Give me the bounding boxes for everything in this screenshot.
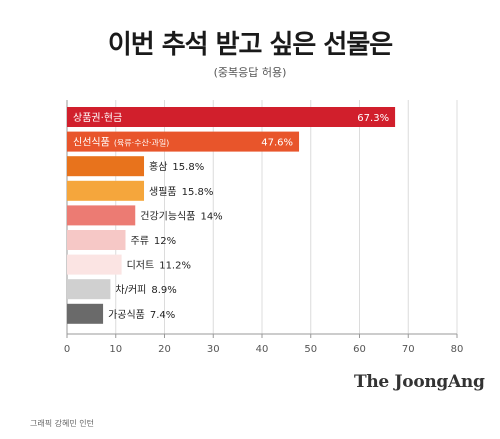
bar-value-label: 8.9% xyxy=(151,285,176,296)
bar-category-label: 가공식품 7.4% xyxy=(108,309,175,321)
publisher-logo: The JoongAng xyxy=(354,372,485,392)
x-tick-label: 80 xyxy=(451,344,464,355)
x-tick-label: 50 xyxy=(304,344,317,355)
bar-category-note: (육류·수산·과일) xyxy=(114,138,170,148)
bar xyxy=(67,303,104,324)
bar xyxy=(67,131,300,152)
bar-category-label: 주류 12% xyxy=(131,235,177,247)
bar-value-label: 12% xyxy=(154,236,176,247)
graphic-credit: 그래픽 강혜민 인턴 xyxy=(30,419,94,428)
x-tick-label: 20 xyxy=(158,344,171,355)
x-tick-label: 60 xyxy=(353,344,366,355)
bar xyxy=(67,205,136,226)
bar-value-label: 15.8% xyxy=(182,187,214,198)
x-tick-label: 30 xyxy=(207,344,220,355)
bar xyxy=(67,156,145,177)
bar-category-label: 홍삼 15.8% xyxy=(149,160,204,173)
bar-category-label: 차/커피 8.9% xyxy=(115,284,176,296)
bar-category-label: 신선식품 (육류·수산·과일) xyxy=(73,137,169,149)
bar-category-label: 디저트 11.2% xyxy=(127,260,191,272)
chart-title: 이번 추석 받고 싶은 선물은 xyxy=(107,30,393,60)
bar xyxy=(67,230,126,250)
bar-value-label: 15.8% xyxy=(172,162,204,173)
x-tick-label: 0 xyxy=(64,344,70,355)
x-tick-label: 70 xyxy=(402,344,415,355)
bar-category-label: 상품권·현금 xyxy=(73,112,122,124)
bar xyxy=(67,254,122,275)
x-tick-label: 10 xyxy=(109,344,122,355)
bar-value-label: 7.4% xyxy=(150,310,175,321)
bar-category-label: 생필품 15.8% xyxy=(149,186,213,198)
x-tick-label: 40 xyxy=(256,344,269,355)
bar-value-label: 47.6% xyxy=(261,138,293,149)
bar-value-label: 14% xyxy=(200,211,222,222)
chart-subtitle: (중복응답 허용) xyxy=(213,66,287,79)
bar-value-label: 67.3% xyxy=(357,113,389,124)
bar-value-label: 11.2% xyxy=(159,261,191,272)
bar xyxy=(67,180,145,201)
bar xyxy=(67,279,111,300)
bar-category-label: 건강기능식품 14% xyxy=(140,210,222,222)
bar xyxy=(67,107,396,127)
